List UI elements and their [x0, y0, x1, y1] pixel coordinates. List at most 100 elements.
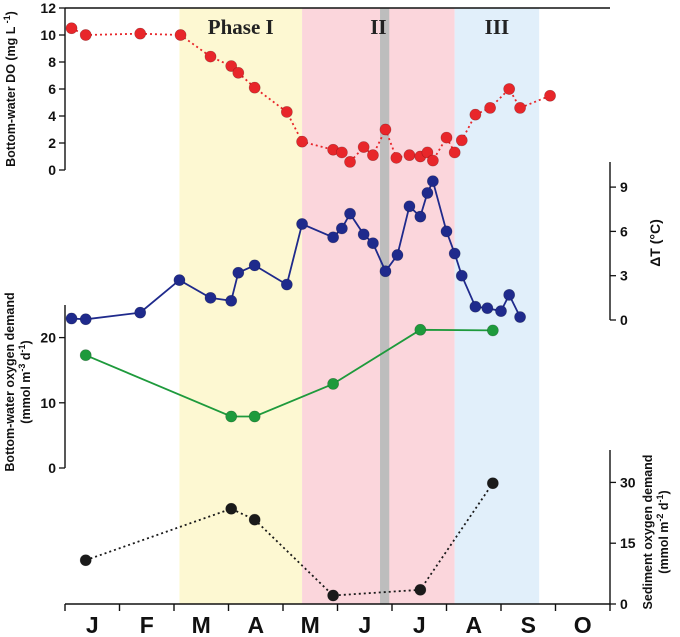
x-tick-label-1: J [86, 612, 99, 637]
do-point [448, 146, 461, 159]
bwod-point [486, 324, 499, 337]
do-point [484, 102, 496, 114]
sod-point [327, 589, 340, 602]
do-point [204, 50, 217, 63]
dt-point [296, 218, 308, 230]
sod-point [486, 477, 499, 490]
sod-axis-title-tail: ) [657, 490, 671, 494]
do-point [421, 146, 434, 159]
sod-point [248, 513, 261, 526]
dt-point [134, 306, 147, 319]
bwod-axis-title-line1: Bottom-water oxygen demand [3, 292, 17, 471]
do-point [379, 123, 392, 136]
x-tick-label-10: O [574, 612, 592, 637]
series-points [65, 22, 556, 602]
do-y-tick-label: 6 [48, 81, 56, 97]
phase-label-1: Phase I [208, 15, 274, 39]
x-tick-label-6: J [358, 612, 371, 637]
bwod-axis-title-mid: d [19, 352, 33, 363]
do-point [503, 83, 516, 95]
dt-point [426, 175, 439, 188]
dt-point [455, 269, 468, 282]
do-axis-title: Bottom-water DO (mg L -1) [2, 11, 18, 167]
dt-point [357, 228, 370, 241]
sod-y-tick-label: 0 [620, 596, 628, 612]
do-axis-title-tail: ) [4, 11, 18, 15]
sod-y-tick-label: 15 [620, 535, 636, 551]
x-tick-label-4: A [247, 612, 264, 637]
bwod-axis-title-sup2: -1 [17, 344, 27, 352]
dt-point [379, 265, 392, 278]
dt-y-tick-label: 3 [620, 268, 628, 284]
do-point [232, 66, 245, 79]
bwod-axis-title: Bottom-water oxygen demand (mmol m-3 d-1) [3, 292, 33, 471]
sod-axis-title-mid: d [657, 502, 671, 513]
bwod-point [225, 410, 238, 423]
dt-point [204, 291, 217, 304]
do-point [367, 149, 379, 162]
bwod-y-tick-label: 0 [48, 460, 56, 476]
dt-point [414, 210, 427, 223]
bwod-point [248, 410, 261, 423]
dt-y-tick-label: 6 [620, 223, 628, 239]
do-axis-title-main: Bottom-water DO (mg L [4, 23, 18, 167]
dt-axis-title: ΔT (°C) [647, 219, 663, 267]
do-point [280, 106, 293, 118]
do-point [248, 81, 261, 94]
do-y-tick-label: 12 [40, 0, 56, 16]
axes [59, 7, 616, 611]
x-tick-label-3: M [192, 612, 211, 637]
do-point [544, 89, 556, 102]
do-point [225, 60, 238, 72]
do-point [469, 108, 482, 121]
sod-axis-title-line1: Sediment oxygen demand [641, 455, 655, 610]
dt-point [248, 259, 261, 272]
dt-y-tick-label: 0 [620, 312, 628, 328]
bwod-point [414, 323, 427, 336]
sod-y-tick-label: 30 [620, 474, 636, 490]
sod-point [225, 502, 238, 515]
phase-label-2: II [370, 15, 386, 39]
x-tick-label-8: A [465, 612, 482, 637]
dt-point [327, 231, 340, 244]
dt-point [225, 294, 238, 307]
do-point [296, 135, 308, 148]
bwod-point [327, 377, 340, 390]
event-band [380, 8, 390, 604]
sod-point [414, 583, 427, 596]
x-tick-label-7: J [413, 612, 426, 637]
do-point [455, 134, 468, 147]
do-y-tick-label: 4 [48, 108, 56, 124]
dt-point [335, 222, 348, 235]
dt-point [280, 278, 293, 291]
do-point [134, 27, 147, 40]
dt-point [344, 207, 356, 220]
do-point [79, 29, 92, 41]
bwod-series-line [85, 328, 493, 418]
bwod-point [79, 349, 92, 362]
phase-band-1 [179, 8, 303, 604]
bwod-axis-title-tail: ) [19, 340, 33, 344]
dt-point [514, 311, 526, 323]
dt-point [440, 225, 453, 238]
dt-point [503, 288, 516, 301]
dt-point [232, 266, 245, 279]
x-tick-label-2: F [140, 612, 154, 637]
dt-point [421, 187, 434, 199]
bwod-y-tick-label: 10 [40, 395, 56, 411]
do-point [357, 141, 370, 153]
do-point [344, 155, 356, 168]
dt-point [469, 300, 482, 313]
bwod-axis-title-line2: (mmol m [19, 372, 33, 424]
bwod-axis-title-sup1: -3 [17, 364, 27, 372]
bwod-y-tick-label: 20 [40, 330, 56, 346]
do-y-tick-label: 0 [48, 162, 56, 178]
dt-point [403, 200, 416, 213]
dt-point [448, 247, 461, 260]
dt-y-tick-label: 9 [620, 179, 628, 195]
do-point [403, 149, 416, 162]
sod-axis-title-line2: (mmol m [657, 522, 671, 574]
phase-band-2 [302, 8, 455, 604]
sod-axis-title-sup2: -1 [655, 494, 665, 502]
